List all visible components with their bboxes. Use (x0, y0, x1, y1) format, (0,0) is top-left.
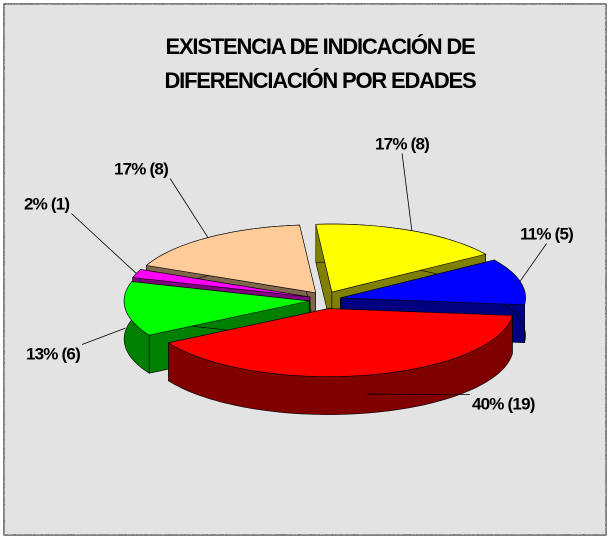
data-label: 17% (8) (114, 159, 168, 178)
chart-title: DIFERENCIACIÓN POR EDADES (164, 68, 476, 93)
data-label: 11% (5) (520, 224, 573, 243)
leader-line (71, 213, 137, 274)
slice-top (340, 259, 526, 306)
data-label: 13% (6) (26, 344, 80, 363)
data-label: 17% (8) (375, 134, 429, 153)
data-label: 40% (19) (472, 394, 535, 413)
slice-top (132, 269, 311, 298)
chart-title: EXISTENCIA DE INDICACIÓN DE (165, 34, 475, 59)
pie (123, 223, 526, 415)
slice (167, 308, 513, 415)
slice-top (145, 224, 317, 294)
slice-top (123, 281, 310, 336)
leader-line (519, 243, 547, 282)
leader-line (81, 327, 126, 345)
labels: 17% (8) 11% (5) 40% (19) 13% (6) 2% (1) 17% (… (24, 134, 574, 413)
leader-line (169, 178, 209, 238)
leader-line (401, 153, 413, 231)
data-label: 2% (1) (24, 194, 69, 213)
slice-top (167, 308, 513, 377)
